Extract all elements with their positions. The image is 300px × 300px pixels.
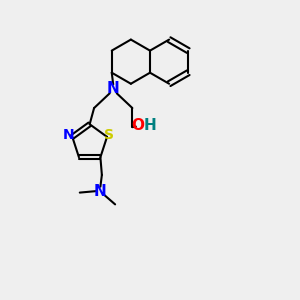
- Text: S: S: [104, 128, 114, 142]
- Text: N: N: [63, 128, 75, 142]
- Text: H: H: [144, 118, 156, 133]
- Text: O: O: [131, 118, 144, 133]
- Text: N: N: [94, 184, 107, 199]
- Text: N: N: [107, 81, 120, 96]
